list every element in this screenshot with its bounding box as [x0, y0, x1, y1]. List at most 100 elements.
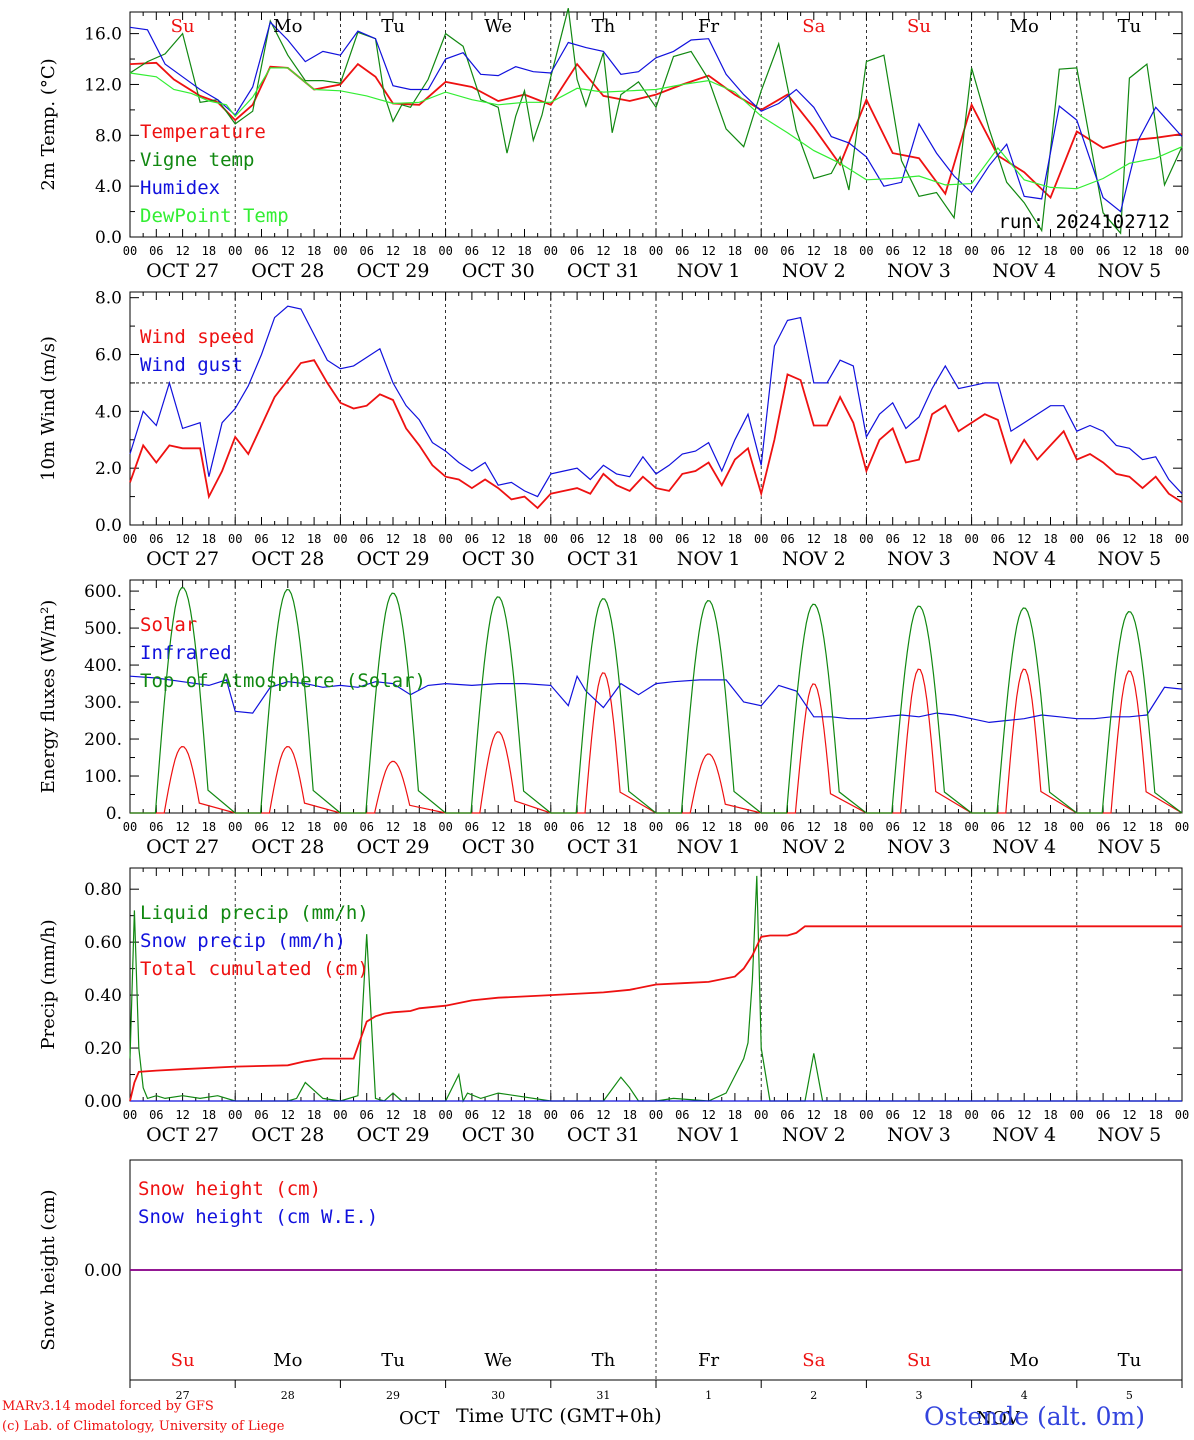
- y-tick-label: 8.0: [95, 289, 122, 309]
- legend-entry: Solar: [140, 614, 197, 636]
- date-label: NOV 4: [992, 836, 1056, 858]
- hour-tick-label: 12: [912, 1108, 926, 1122]
- legend-entry: Snow height (cm): [138, 1178, 321, 1200]
- hour-tick-label: 18: [1148, 244, 1162, 258]
- hour-tick-label: 00: [859, 244, 873, 258]
- hour-tick-label: 12: [1017, 532, 1031, 546]
- hour-tick-label: 00: [859, 1108, 873, 1122]
- date-label: OCT 28: [251, 548, 324, 570]
- hour-tick-label: 18: [728, 244, 742, 258]
- hour-tick-label: 00: [649, 244, 663, 258]
- hour-tick-label: 12: [912, 532, 926, 546]
- hour-tick-label: 00: [438, 820, 452, 834]
- date-label: NOV 2: [782, 1124, 846, 1146]
- y-tick-label: 0.00: [84, 1092, 122, 1112]
- y-tick-label: 400.: [84, 656, 122, 676]
- day-number: 30: [491, 1389, 505, 1402]
- hour-tick-label: 12: [281, 244, 295, 258]
- hour-tick-label: 18: [833, 1108, 847, 1122]
- date-label: NOV 3: [887, 1124, 951, 1146]
- hour-tick-label: 00: [228, 1108, 242, 1122]
- hour-tick-label: 06: [359, 1108, 373, 1122]
- hour-tick-label: 12: [1017, 244, 1031, 258]
- legend-entry: Vigne temp: [140, 149, 254, 171]
- hour-tick-label: 06: [885, 532, 899, 546]
- y-tick-label: 0.00: [84, 1261, 122, 1281]
- date-label: NOV 2: [782, 836, 846, 858]
- series-line: [129, 61, 1183, 200]
- panel-3: 00 06 12 18 OCT 27 00 06 12 18 OCT 28 00 06 12 18 OCT …: [38, 579, 1189, 858]
- date-label: NOV 1: [677, 1124, 741, 1146]
- date-label: OCT 27: [146, 1124, 219, 1146]
- legend-entry: Wind gust: [140, 354, 243, 376]
- y-axis-label: Snow height (cm): [38, 1189, 59, 1350]
- hour-tick-label: 18: [622, 1108, 636, 1122]
- series-line: [129, 925, 1182, 1102]
- hour-tick-label: 06: [991, 244, 1005, 258]
- date-label: OCT 29: [356, 548, 429, 570]
- hour-tick-label: 12: [491, 820, 505, 834]
- hour-tick-label: 00: [1175, 820, 1189, 834]
- hour-tick-label: 12: [807, 820, 821, 834]
- hour-tick-label: 18: [307, 820, 321, 834]
- date-label: NOV 1: [677, 548, 741, 570]
- y-tick-label: 16.0: [84, 25, 122, 45]
- hour-tick-label: 12: [386, 820, 400, 834]
- hour-tick-label: 18: [622, 532, 636, 546]
- hour-tick-label: 12: [807, 244, 821, 258]
- hour-tick-label: 12: [701, 1108, 715, 1122]
- y-tick-label: 0.: [106, 804, 122, 824]
- weekday-label: Mo: [273, 16, 302, 37]
- weekday-label: Sa: [802, 16, 825, 37]
- date-label: OCT 30: [462, 260, 535, 282]
- hour-tick-label: 18: [833, 244, 847, 258]
- weekday-label: Tu: [381, 1350, 405, 1371]
- hour-tick-label: 18: [833, 820, 847, 834]
- hour-tick-label: 00: [228, 820, 242, 834]
- y-tick-label: 0.80: [84, 880, 122, 900]
- y-tick-label: 8.0: [95, 126, 122, 146]
- hour-tick-label: 00: [228, 532, 242, 546]
- hour-tick-label: 06: [780, 532, 794, 546]
- hour-tick-label: 00: [649, 820, 663, 834]
- hour-tick-label: 18: [202, 244, 216, 258]
- day-number: 31: [596, 1389, 610, 1402]
- weekday-label: Su: [907, 16, 931, 37]
- hour-tick-label: 18: [728, 820, 742, 834]
- hour-tick-label: 06: [149, 1108, 163, 1122]
- legend-entry: Total cumulated (cm): [140, 958, 369, 980]
- hour-tick-label: 06: [465, 820, 479, 834]
- date-label: NOV 1: [677, 836, 741, 858]
- hour-tick-label: 12: [1122, 532, 1136, 546]
- hour-tick-label: 12: [912, 820, 926, 834]
- date-label: OCT 30: [462, 836, 535, 858]
- hour-tick-label: 12: [596, 244, 610, 258]
- hour-tick-label: 18: [412, 532, 426, 546]
- day-number: 1: [705, 1389, 712, 1402]
- hour-tick-label: 06: [465, 1108, 479, 1122]
- hour-tick-label: 12: [386, 1108, 400, 1122]
- y-tick-label: 300.: [84, 693, 122, 713]
- hour-tick-label: 12: [491, 532, 505, 546]
- date-label: NOV 5: [1098, 260, 1162, 282]
- hour-tick-label: 18: [938, 1108, 952, 1122]
- hour-tick-label: 06: [254, 820, 268, 834]
- day-number: 5: [1126, 1389, 1133, 1402]
- date-label: OCT 28: [251, 1124, 324, 1146]
- date-label: OCT 30: [462, 548, 535, 570]
- hour-tick-label: 18: [1148, 532, 1162, 546]
- hour-tick-label: 00: [544, 244, 558, 258]
- hour-tick-label: 12: [1122, 820, 1136, 834]
- hour-tick-label: 00: [964, 820, 978, 834]
- hour-tick-label: 06: [570, 244, 584, 258]
- date-label: OCT 29: [356, 1124, 429, 1146]
- y-tick-label: 0.60: [84, 933, 122, 953]
- weekday-label: Tu: [1118, 1350, 1142, 1371]
- hour-tick-label: 06: [149, 820, 163, 834]
- hour-tick-label: 12: [491, 244, 505, 258]
- hour-tick-label: 06: [991, 1108, 1005, 1122]
- legend-entry: Infrared: [140, 642, 232, 664]
- hour-tick-label: 12: [175, 532, 189, 546]
- hour-tick-label: 12: [1017, 1108, 1031, 1122]
- hour-tick-label: 12: [596, 820, 610, 834]
